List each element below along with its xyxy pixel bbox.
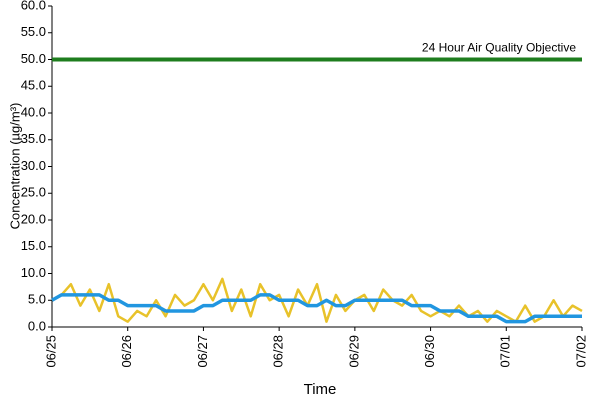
x-tick-label: 06/30 (422, 335, 437, 368)
y-tick-label: 20.0 (21, 211, 46, 226)
y-tick-label: 55.0 (21, 24, 46, 39)
x-tick-label: 07/01 (498, 335, 513, 368)
y-tick-label: 50.0 (21, 51, 46, 66)
x-axis-title: Time (304, 381, 337, 398)
y-tick-label: 5.0 (28, 292, 46, 307)
x-tick-label: 06/27 (195, 335, 210, 368)
y-tick-label: 45.0 (21, 78, 46, 93)
x-tick-label: 07/02 (573, 335, 588, 368)
x-tick-label: 06/29 (346, 335, 361, 368)
y-tick-label: 40.0 (21, 104, 46, 119)
y-tick-label: 10.0 (21, 265, 46, 280)
reference-label: 24 Hour Air Quality Objective (422, 41, 576, 55)
x-tick-label: 06/26 (119, 335, 134, 368)
y-tick-label: 35.0 (21, 131, 46, 146)
y-tick-label: 30.0 (21, 158, 46, 173)
y-axis-title: Concentration (µg/m³) (7, 103, 22, 230)
series-line (51, 293, 582, 324)
y-tick-label: 25.0 (21, 185, 46, 200)
x-tick-label: 06/28 (271, 335, 286, 368)
y-tick-label: 0.0 (28, 318, 46, 333)
y-tick-label: 15.0 (21, 238, 46, 253)
series-line (51, 277, 583, 323)
y-tick-label: 60.0 (21, 0, 46, 12)
x-tick-label: 06/25 (43, 335, 58, 368)
